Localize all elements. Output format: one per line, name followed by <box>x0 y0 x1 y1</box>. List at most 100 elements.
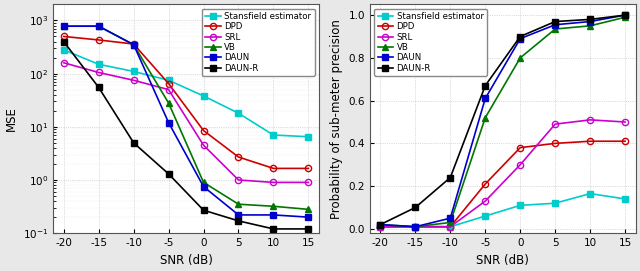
DPD <box>269 167 277 170</box>
DPD <box>376 225 384 228</box>
DAUN-R <box>412 206 419 209</box>
DAUN-R <box>60 40 68 43</box>
DAUN <box>481 97 489 100</box>
SRL <box>269 181 277 184</box>
DAUN-R <box>200 209 207 212</box>
DAUN-R <box>447 176 454 179</box>
Stansfield estimator <box>447 225 454 228</box>
SRL <box>130 79 138 82</box>
Stansfield estimator <box>235 112 243 115</box>
Stansfield estimator <box>586 192 594 195</box>
SRL <box>447 225 454 228</box>
DAUN-R <box>305 227 312 231</box>
DAUN <box>164 121 172 124</box>
DAUN-R <box>621 14 629 17</box>
DPD <box>305 167 312 170</box>
Line: Stansfield estimator: Stansfield estimator <box>61 47 312 140</box>
DAUN <box>235 213 243 217</box>
DPD <box>621 140 629 143</box>
VB <box>376 223 384 226</box>
SRL <box>621 120 629 124</box>
DPD <box>95 38 102 41</box>
DAUN <box>412 225 419 228</box>
SRL <box>164 88 172 91</box>
DAUN-R <box>586 18 594 21</box>
DPD <box>447 225 454 228</box>
DAUN-R <box>164 172 172 176</box>
DAUN <box>269 213 277 217</box>
VB <box>269 205 277 208</box>
DAUN <box>60 25 68 28</box>
DAUN <box>551 23 559 26</box>
SRL <box>305 181 312 184</box>
DAUN <box>516 37 524 40</box>
DPD <box>481 182 489 186</box>
Line: DAUN-R: DAUN-R <box>61 38 312 232</box>
VB <box>130 43 138 46</box>
VB <box>95 25 102 28</box>
SRL <box>551 122 559 126</box>
Stansfield estimator <box>412 225 419 228</box>
VB <box>481 116 489 119</box>
DPD <box>235 155 243 159</box>
VB <box>164 101 172 105</box>
Stansfield estimator <box>164 79 172 82</box>
Stansfield estimator <box>376 225 384 228</box>
SRL <box>586 118 594 121</box>
SRL <box>376 225 384 228</box>
Stansfield estimator <box>481 214 489 218</box>
Stansfield estimator <box>130 70 138 73</box>
DAUN <box>586 20 594 23</box>
DAUN <box>200 185 207 188</box>
DPD <box>516 146 524 149</box>
Line: VB: VB <box>61 23 312 212</box>
Stansfield estimator <box>269 133 277 137</box>
DAUN-R <box>481 84 489 87</box>
DAUN <box>621 14 629 17</box>
DAUN <box>130 43 138 46</box>
SRL <box>235 178 243 182</box>
VB <box>412 225 419 228</box>
VB <box>621 16 629 19</box>
Line: DAUN-R: DAUN-R <box>377 12 628 228</box>
DPD <box>586 140 594 143</box>
Line: SRL: SRL <box>377 117 628 230</box>
Y-axis label: Probability of sub-meter precision: Probability of sub-meter precision <box>330 19 343 219</box>
X-axis label: SNR (dB): SNR (dB) <box>476 254 529 267</box>
DAUN <box>95 25 102 28</box>
Line: Stansfield estimator: Stansfield estimator <box>377 191 628 230</box>
SRL <box>95 71 102 74</box>
DAUN-R <box>376 223 384 226</box>
DAUN <box>305 215 312 219</box>
DPD <box>200 129 207 132</box>
SRL <box>200 144 207 147</box>
Line: DAUN: DAUN <box>61 23 312 220</box>
Line: DPD: DPD <box>61 33 312 172</box>
DPD <box>130 43 138 46</box>
SRL <box>481 199 489 203</box>
Stansfield estimator <box>516 204 524 207</box>
VB <box>60 25 68 28</box>
DAUN-R <box>95 86 102 89</box>
DPD <box>412 225 419 228</box>
Legend: Stansfield estimator, DPD, SRL, VB, DAUN, DAUN-R: Stansfield estimator, DPD, SRL, VB, DAUN… <box>202 9 315 76</box>
Y-axis label: MSE: MSE <box>4 106 17 131</box>
Stansfield estimator <box>305 135 312 138</box>
SRL <box>412 225 419 228</box>
Line: DPD: DPD <box>377 138 628 230</box>
VB <box>235 203 243 206</box>
DAUN-R <box>551 20 559 23</box>
DAUN-R <box>235 219 243 222</box>
X-axis label: SNR (dB): SNR (dB) <box>159 254 212 267</box>
VB <box>516 56 524 60</box>
Legend: Stansfield estimator, DPD, SRL, VB, DAUN, DAUN-R: Stansfield estimator, DPD, SRL, VB, DAUN… <box>374 9 487 76</box>
DPD <box>551 142 559 145</box>
DAUN <box>376 223 384 226</box>
DAUN-R <box>130 141 138 144</box>
VB <box>200 181 207 184</box>
DAUN-R <box>516 35 524 38</box>
SRL <box>516 163 524 166</box>
Line: DAUN: DAUN <box>377 12 628 230</box>
DAUN <box>447 217 454 220</box>
VB <box>551 27 559 31</box>
